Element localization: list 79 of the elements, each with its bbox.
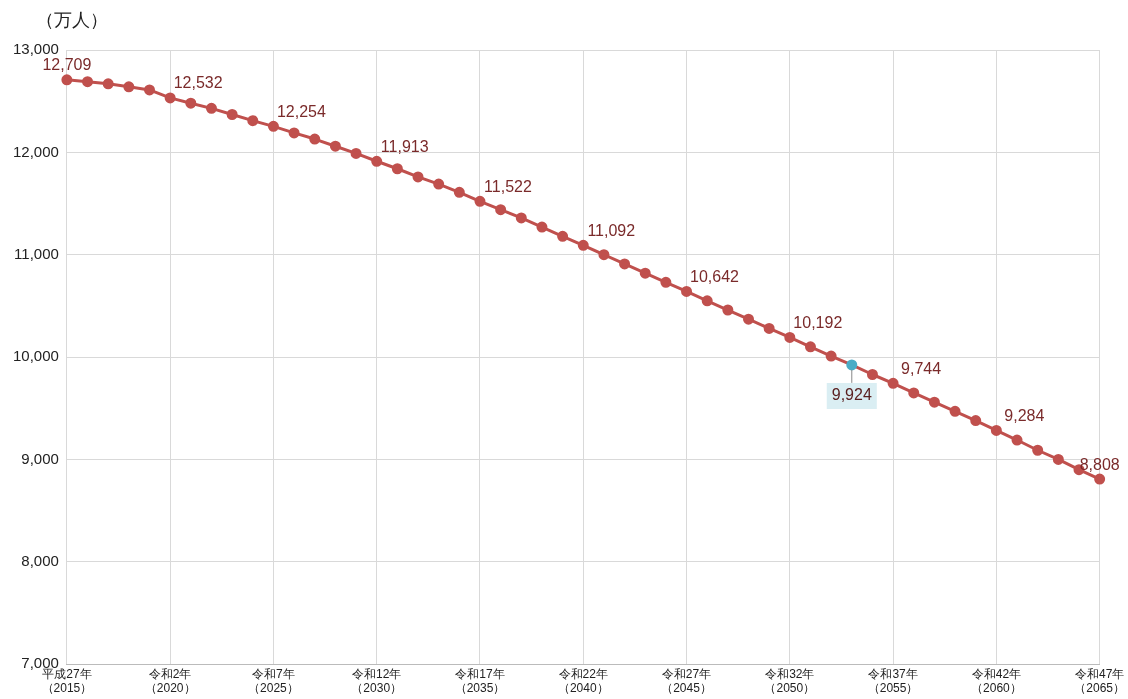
point [970, 415, 982, 427]
point [536, 221, 548, 233]
point [412, 171, 424, 183]
y-tick-label: 9,000 [21, 449, 59, 467]
x-tick-label: 令和47年（2065） [1074, 666, 1125, 696]
point [474, 195, 486, 207]
point [329, 140, 341, 152]
data-label: 12,532 [173, 74, 223, 92]
point [701, 295, 713, 307]
point [866, 369, 878, 380]
data-label: 10,192 [793, 313, 843, 331]
point [205, 102, 217, 114]
x-tick-label: 令和32年（2050） [764, 666, 816, 696]
point [164, 92, 176, 104]
point [391, 163, 403, 175]
y-axis-title: （万人） [36, 8, 108, 32]
point [144, 84, 155, 96]
point [577, 239, 589, 251]
point [846, 359, 858, 371]
point [619, 258, 631, 270]
y-tick-label: 11,000 [14, 244, 59, 262]
point [123, 81, 135, 93]
point [453, 186, 465, 198]
point [1094, 473, 1106, 485]
x-tick-label: 令和7年（2025） [248, 666, 299, 696]
point [247, 115, 259, 127]
x-tick-label: 令和17年（2035） [454, 666, 506, 696]
data-label: 9,924 [831, 386, 872, 404]
point [722, 304, 734, 316]
point [226, 108, 238, 120]
data-label: 11,522 [484, 177, 532, 195]
data-label: 9,284 [1004, 406, 1045, 424]
x-tick-label: 令和2年（2020） [144, 666, 196, 696]
point [185, 97, 197, 109]
point [639, 267, 651, 279]
point [784, 331, 796, 343]
point [495, 204, 507, 216]
point [267, 120, 279, 132]
x-tick-label: 令和37年（2055） [867, 666, 919, 696]
data-label: 8,808 [1079, 455, 1120, 473]
x-tick-label: 令和27年（2045） [661, 666, 712, 696]
point [557, 230, 569, 242]
point [908, 387, 920, 399]
point [660, 276, 672, 288]
point [515, 212, 527, 224]
y-tick-label: 12,000 [12, 142, 59, 160]
point [350, 147, 362, 159]
point [371, 155, 383, 167]
point [763, 322, 775, 334]
point [990, 424, 1002, 436]
point [1011, 434, 1023, 446]
data-label: 11,913 [380, 137, 429, 155]
point [887, 377, 899, 389]
point [433, 178, 445, 190]
y-tick-label: 10,000 [12, 347, 59, 365]
data-label: 11,092 [587, 221, 636, 239]
data-label: 10,642 [690, 267, 740, 285]
point [825, 350, 837, 362]
x-tick-label: 令和12年（2030） [351, 666, 403, 696]
point [681, 285, 693, 297]
point [928, 396, 940, 408]
point [309, 133, 321, 145]
y-tick-label: 8,000 [21, 551, 59, 569]
point [804, 341, 816, 353]
y-tick-label: 13,000 [12, 40, 59, 58]
point [1032, 444, 1044, 456]
x-tick-label: 令和22年（2040） [557, 666, 609, 696]
point [949, 405, 961, 417]
point [1052, 453, 1064, 465]
point [61, 74, 73, 86]
x-tick-label: 令和42年（2060） [971, 666, 1022, 696]
point [102, 78, 114, 90]
point [743, 313, 755, 325]
data-label: 12,709 [42, 56, 92, 74]
data-label: 9,744 [901, 359, 942, 377]
data-label: 12,254 [276, 102, 326, 120]
point [598, 249, 610, 261]
point [288, 127, 300, 139]
point [82, 76, 94, 88]
